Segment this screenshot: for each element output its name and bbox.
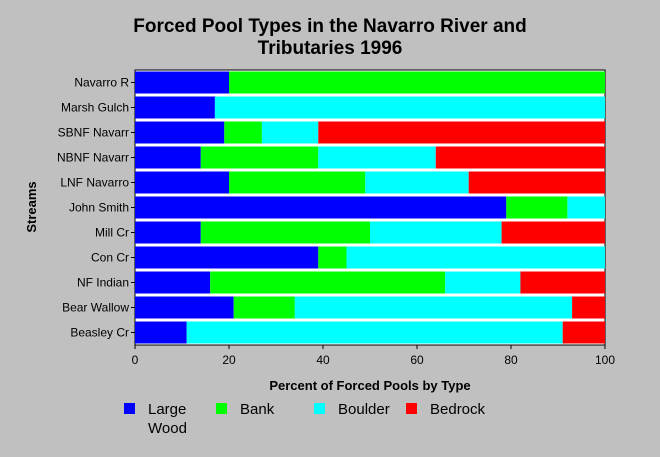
bar-marsh-gulch-large-wood: [135, 96, 215, 119]
bar-sbnf-navarr-bank: [224, 121, 262, 144]
bars-layer: [135, 71, 605, 344]
bar-con-cr-bank: [318, 246, 347, 269]
bar-mill-cr-large-wood: [135, 221, 201, 244]
bar-mill-cr-bedrock: [501, 221, 605, 244]
y-axis-label: Streams: [24, 181, 39, 232]
x-tick-label: 100: [595, 353, 615, 367]
bar-john-smith-bank: [506, 196, 568, 219]
y-tick-label: LNF Navarro: [60, 176, 129, 190]
bar-mill-cr-boulder: [370, 221, 502, 244]
bar-nf-indian-bedrock: [520, 271, 605, 294]
bar-nbnf-navarr-bedrock: [435, 146, 605, 169]
y-tick-label: NF Indian: [77, 276, 129, 290]
bar-lnf-navarro-bank: [229, 171, 366, 194]
y-tick-label: Mill Cr: [95, 226, 129, 240]
bar-beasley-cr-boulder: [186, 321, 563, 344]
bar-navarro-r-large-wood: [135, 71, 229, 94]
chart-title-line-2: Tributaries 1996: [257, 38, 403, 59]
legend-label: Boulder: [338, 401, 390, 418]
bar-lnf-navarro-bedrock: [468, 171, 605, 194]
bar-sbnf-navarr-large-wood: [135, 121, 225, 144]
bar-bear-wallow-bedrock: [572, 296, 605, 319]
y-tick-label: Navarro R: [74, 76, 129, 90]
x-tick-label: 80: [504, 353, 518, 367]
bar-nf-indian-large-wood: [135, 271, 211, 294]
x-tick-label: 0: [132, 353, 139, 367]
bar-john-smith-boulder: [567, 196, 605, 219]
y-tick-label: SBNF Navarr: [58, 126, 129, 140]
bar-beasley-cr-large-wood: [135, 321, 187, 344]
bar-nf-indian-bank: [210, 271, 446, 294]
y-tick-label: Marsh Gulch: [61, 101, 129, 115]
x-tick-label: 20: [222, 353, 236, 367]
y-tick-label: John Smith: [69, 201, 129, 215]
x-tick-label: 60: [410, 353, 424, 367]
legend-label: Bank: [240, 401, 275, 418]
bar-mill-cr-bank: [200, 221, 370, 244]
legend-swatch: [406, 403, 417, 414]
bar-nf-indian-boulder: [445, 271, 521, 294]
bar-nbnf-navarr-bank: [200, 146, 319, 169]
x-axis-label: Percent of Forced Pools by Type: [269, 378, 470, 393]
bar-con-cr-large-wood: [135, 246, 319, 269]
bar-bear-wallow-bank: [233, 296, 295, 319]
ticks-layer: Navarro R Marsh Gulch SBNF Navarr NBNF Nava…: [57, 76, 615, 368]
chart-title: Forced Pool Types in the Navarro River a…: [0, 16, 660, 60]
chart-title-line-1: Forced Pool Types in the Navarro River a…: [133, 16, 527, 37]
y-tick-label: Beasley Cr: [70, 326, 129, 340]
bar-nbnf-navarr-boulder: [318, 146, 436, 169]
bar-lnf-navarro-large-wood: [135, 171, 229, 194]
legend: Large Wood Bank Boulder Bedrock: [124, 400, 644, 450]
bar-sbnf-navarr-bedrock: [318, 121, 605, 144]
bar-marsh-gulch-boulder: [214, 96, 605, 119]
legend-label: Large Wood: [148, 401, 187, 437]
bar-navarro-r-bank: [229, 71, 605, 94]
bar-nbnf-navarr-large-wood: [135, 146, 201, 169]
y-tick-label: Bear Wallow: [62, 301, 129, 315]
bar-sbnf-navarr-boulder: [261, 121, 319, 144]
legend-swatch: [124, 403, 135, 414]
bar-beasley-cr-bedrock: [562, 321, 605, 344]
bar-bear-wallow-boulder: [294, 296, 573, 319]
bar-bear-wallow-large-wood: [135, 296, 234, 319]
y-tick-label: Con Cr: [91, 251, 129, 265]
legend-swatch: [314, 403, 325, 414]
legend-label: Bedrock: [430, 401, 486, 418]
bar-lnf-navarro-boulder: [365, 171, 469, 194]
legend-swatch: [216, 403, 227, 414]
y-tick-label: NBNF Navarr: [57, 151, 129, 165]
bar-con-cr-boulder: [346, 246, 605, 269]
bar-john-smith-large-wood: [135, 196, 507, 219]
x-tick-label: 40: [316, 353, 330, 367]
